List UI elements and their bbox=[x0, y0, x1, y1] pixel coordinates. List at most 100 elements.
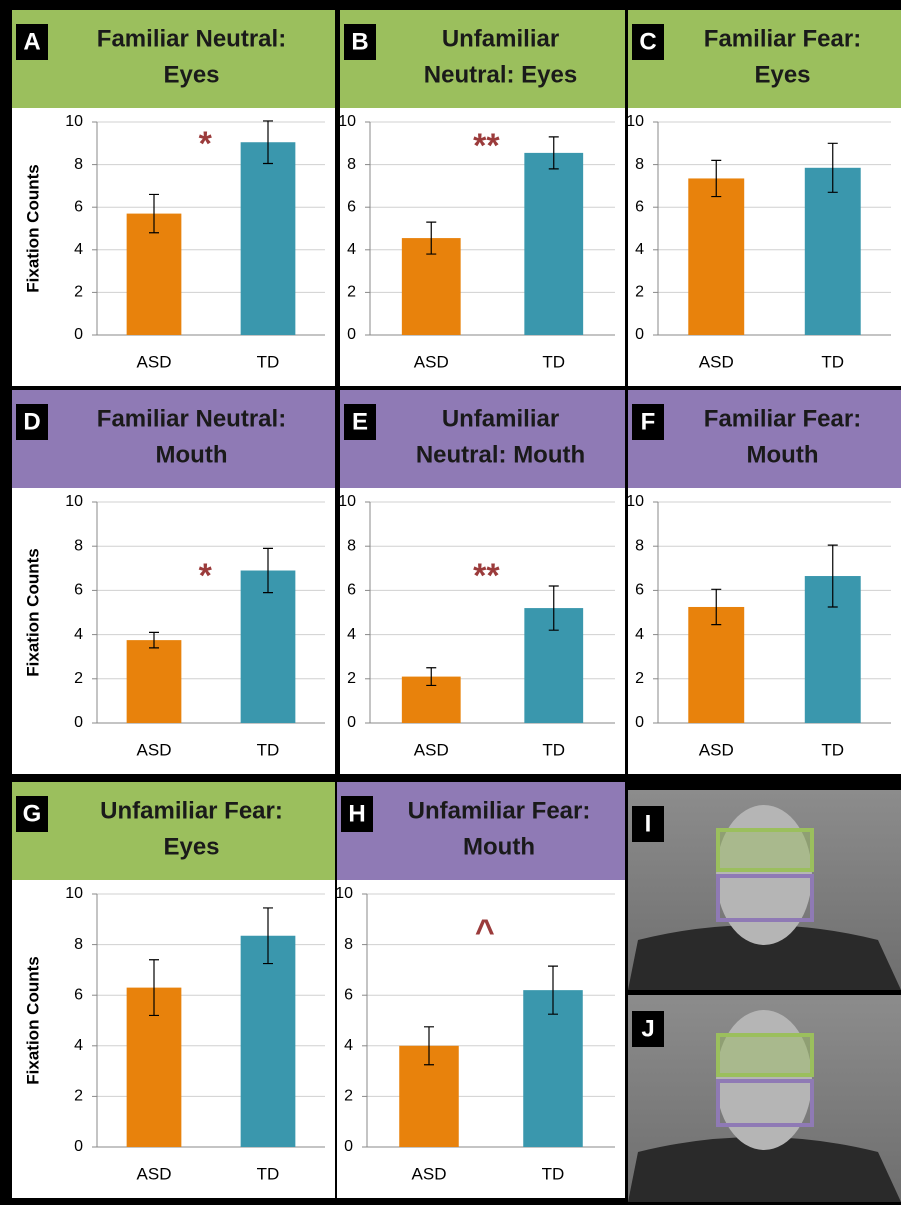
eyes-region bbox=[716, 828, 814, 872]
eyes-region bbox=[716, 1033, 814, 1077]
error-bar bbox=[827, 544, 838, 608]
y-tick-label: 8 bbox=[635, 537, 644, 554]
panel-title: Mouth bbox=[747, 441, 819, 468]
panel-letter-box bbox=[632, 806, 664, 842]
x-tick-label: TD bbox=[542, 740, 565, 759]
y-tick-label: 8 bbox=[347, 537, 356, 554]
y-tick-label: 10 bbox=[335, 885, 353, 902]
y-tick-label: 6 bbox=[347, 198, 356, 215]
x-tick-label: ASD bbox=[699, 740, 734, 759]
x-tick-label: ASD bbox=[137, 1164, 172, 1183]
y-tick-label: 4 bbox=[347, 626, 356, 643]
error-bar bbox=[711, 159, 722, 198]
panel-letter-box bbox=[344, 404, 376, 440]
error-bar bbox=[827, 142, 838, 193]
bar bbox=[688, 606, 745, 723]
panel-header bbox=[12, 782, 335, 880]
y-tick-label: 8 bbox=[635, 156, 644, 173]
y-tick-label: 6 bbox=[344, 986, 353, 1003]
panel-title: Mouth bbox=[156, 441, 228, 468]
y-tick-label: 0 bbox=[74, 326, 83, 343]
y-tick-label: 2 bbox=[347, 284, 356, 301]
x-tick-label: TD bbox=[257, 740, 280, 759]
panel-letter: J bbox=[641, 1015, 654, 1042]
panel-letter: D bbox=[23, 408, 40, 435]
panel-title: Familiar Fear: bbox=[704, 405, 861, 432]
significance-marker: * bbox=[199, 125, 213, 163]
panel-letter: G bbox=[23, 800, 42, 827]
panel-letter: H bbox=[348, 800, 365, 827]
x-tick-label: ASD bbox=[699, 352, 734, 371]
y-tick-label: 10 bbox=[626, 113, 644, 130]
y-axis-label: Fixation Counts bbox=[23, 164, 42, 292]
error-bar bbox=[548, 965, 558, 1015]
mouth-region bbox=[716, 874, 814, 922]
y-tick-label: 0 bbox=[635, 326, 644, 343]
y-tick-label: 4 bbox=[635, 626, 644, 643]
error-bar bbox=[426, 221, 437, 255]
y-tick-label: 2 bbox=[74, 284, 83, 301]
bar bbox=[240, 570, 296, 723]
shirt bbox=[628, 1137, 901, 1202]
bar bbox=[524, 152, 584, 335]
panel-header bbox=[340, 390, 625, 488]
panel-title: Unfamiliar Fear: bbox=[408, 797, 591, 824]
significance-marker: ** bbox=[473, 127, 500, 165]
y-tick-label: 4 bbox=[74, 626, 83, 643]
y-tick-label: 0 bbox=[74, 1138, 83, 1155]
panel-letter-box bbox=[341, 796, 373, 832]
error-bar bbox=[263, 907, 273, 965]
panel-title: Neutral: Eyes bbox=[424, 61, 577, 88]
bar bbox=[240, 142, 296, 335]
y-tick-label: 8 bbox=[74, 537, 83, 554]
y-tick-label: 10 bbox=[65, 493, 83, 510]
y-tick-label: 10 bbox=[65, 885, 83, 902]
y-tick-label: 6 bbox=[635, 198, 644, 215]
panel-letter-box bbox=[344, 24, 376, 60]
panel-title: Unfamiliar bbox=[442, 25, 559, 52]
error-bar bbox=[149, 193, 159, 234]
panel-letter: I bbox=[645, 810, 652, 837]
error-bar bbox=[711, 588, 722, 626]
error-bar bbox=[149, 959, 159, 1017]
panel-letter-box bbox=[632, 404, 664, 440]
error-bar bbox=[424, 1026, 434, 1066]
panel-letter-box bbox=[16, 796, 48, 832]
y-tick-label: 2 bbox=[635, 284, 644, 301]
face-photo bbox=[628, 995, 901, 1202]
x-tick-label: ASD bbox=[414, 352, 449, 371]
bar bbox=[240, 935, 296, 1147]
y-tick-label: 4 bbox=[74, 241, 83, 258]
panel-header bbox=[628, 10, 901, 108]
y-tick-label: 0 bbox=[344, 1138, 353, 1155]
y-tick-label: 6 bbox=[635, 582, 644, 599]
panel-title: Eyes bbox=[754, 61, 810, 88]
y-tick-label: 8 bbox=[344, 936, 353, 953]
significance-marker: ^ bbox=[475, 913, 495, 951]
panel-title: Unfamiliar bbox=[442, 405, 559, 432]
y-tick-label: 6 bbox=[74, 582, 83, 599]
panel-letter: E bbox=[352, 408, 368, 435]
error-bar bbox=[548, 136, 559, 170]
face-photo bbox=[628, 790, 901, 990]
x-tick-label: ASD bbox=[137, 352, 172, 371]
x-tick-label: ASD bbox=[412, 1164, 447, 1183]
panel-letter: C bbox=[639, 28, 656, 55]
bar bbox=[126, 213, 182, 335]
panel-title: Familiar Neutral: bbox=[97, 25, 286, 52]
error-bar bbox=[426, 667, 437, 687]
y-tick-label: 4 bbox=[347, 241, 356, 258]
bar bbox=[804, 167, 861, 335]
panel-header bbox=[337, 782, 625, 880]
panel-header bbox=[628, 390, 901, 488]
y-tick-label: 6 bbox=[74, 198, 83, 215]
y-tick-label: 6 bbox=[347, 582, 356, 599]
y-tick-label: 2 bbox=[344, 1088, 353, 1105]
x-tick-label: TD bbox=[821, 740, 844, 759]
y-tick-label: 2 bbox=[347, 670, 356, 687]
y-tick-label: 2 bbox=[74, 1088, 83, 1105]
panel-title: Familiar Fear: bbox=[704, 25, 861, 52]
panel-header bbox=[12, 390, 335, 488]
panel-letter-box bbox=[16, 404, 48, 440]
